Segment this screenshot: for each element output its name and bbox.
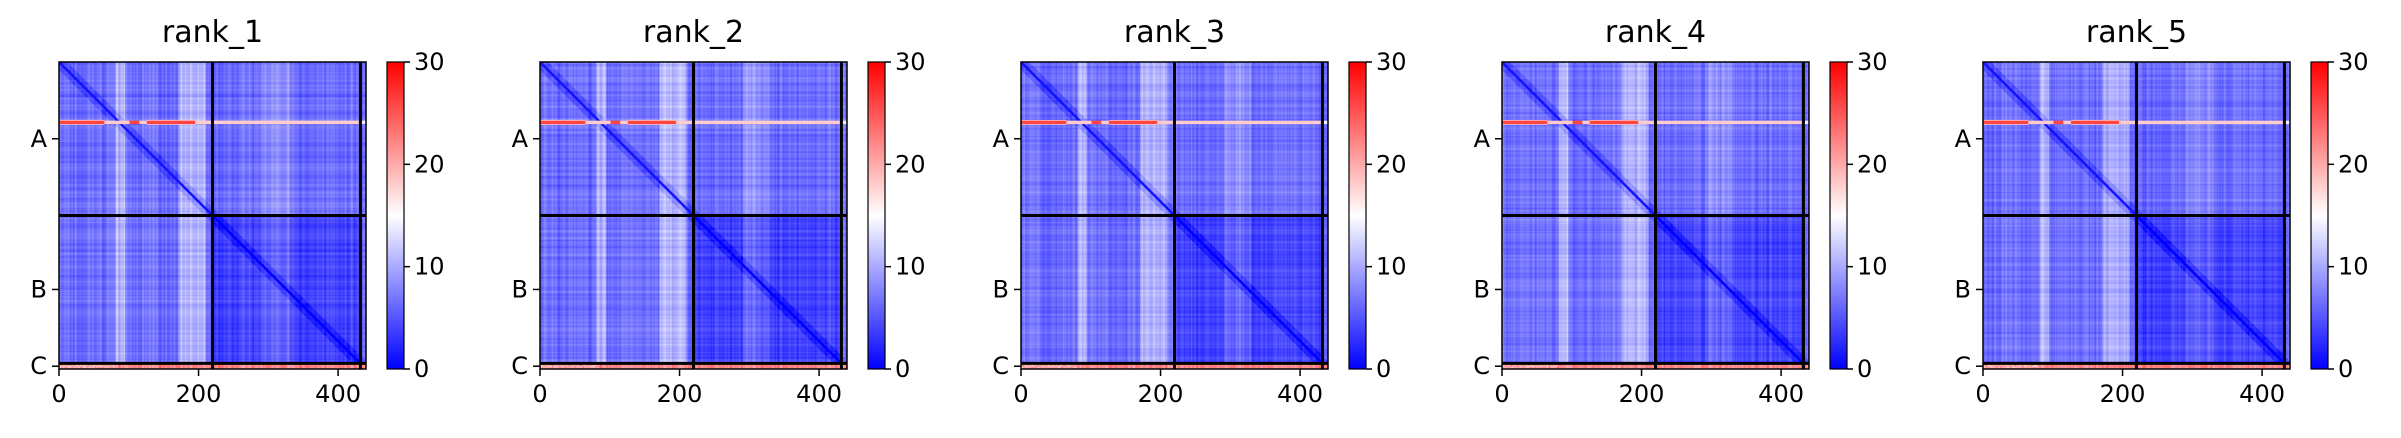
chain-label-b: B	[1474, 275, 1490, 303]
colorbar	[1829, 61, 1848, 370]
colorbar	[2310, 61, 2329, 370]
x-tick-label: 200	[176, 380, 222, 408]
plot-frame	[58, 61, 367, 370]
chain-label-a: A	[1955, 125, 1972, 153]
chain-label-c: C	[30, 352, 47, 380]
colorbar	[867, 61, 886, 370]
chain-label-c: C	[1954, 352, 1971, 380]
colorbar	[1348, 61, 1367, 370]
chain-label-b: B	[512, 275, 528, 303]
x-tick-label: 200	[1138, 380, 1184, 408]
colorbar-tick-label: 20	[414, 150, 445, 178]
colorbar-tick-label: 10	[895, 253, 926, 281]
colorbar-tick-label: 30	[414, 48, 445, 76]
plot-frame	[539, 61, 848, 370]
panel-title: rank_5	[2086, 15, 2187, 50]
x-tick-label: 400	[315, 380, 361, 408]
x-tick-label: 200	[2100, 380, 2146, 408]
colorbar-tick-label: 20	[2338, 150, 2369, 178]
x-tick-label: 0	[51, 380, 66, 408]
panel-title: rank_3	[1124, 15, 1225, 50]
colorbar-tick-label: 30	[1376, 48, 1407, 76]
chain-label-a: A	[31, 125, 48, 153]
colorbar-tick-label: 0	[1857, 355, 1872, 383]
chain-label-c: C	[511, 352, 528, 380]
colorbar-tick-label: 20	[1376, 150, 1407, 178]
chain-label-a: A	[512, 125, 529, 153]
plot-frame	[1020, 61, 1329, 370]
x-tick-label: 0	[1013, 380, 1028, 408]
plot-frame	[1501, 61, 1810, 370]
colorbar-tick-label: 10	[414, 253, 445, 281]
x-tick-label: 200	[1619, 380, 1665, 408]
chain-label-c: C	[1473, 352, 1490, 380]
x-tick-label: 400	[2239, 380, 2285, 408]
colorbar-tick-label: 0	[1376, 355, 1391, 383]
colorbar-tick-label: 10	[1376, 253, 1407, 281]
x-tick-label: 400	[796, 380, 842, 408]
colorbar-tick-label: 10	[2338, 253, 2369, 281]
chain-label-c: C	[992, 352, 1009, 380]
plot-frame	[1982, 61, 2291, 370]
x-tick-label: 0	[1494, 380, 1509, 408]
chain-label-b: B	[1955, 275, 1971, 303]
chain-label-a: A	[993, 125, 1010, 153]
chain-label-b: B	[993, 275, 1009, 303]
panel-title: rank_1	[162, 15, 263, 50]
chain-label-b: B	[31, 275, 47, 303]
colorbar-tick-label: 10	[1857, 253, 1888, 281]
colorbar-tick-label: 0	[2338, 355, 2353, 383]
colorbar-tick-label: 0	[895, 355, 910, 383]
colorbar-tick-label: 20	[1857, 150, 1888, 178]
x-tick-label: 0	[532, 380, 547, 408]
panel-title: rank_4	[1605, 15, 1706, 50]
x-tick-label: 200	[657, 380, 703, 408]
colorbar	[386, 61, 405, 370]
panel-title: rank_2	[643, 15, 744, 50]
colorbar-tick-label: 20	[895, 150, 926, 178]
colorbar-tick-label: 30	[895, 48, 926, 76]
x-tick-label: 0	[1975, 380, 1990, 408]
colorbar-tick-label: 30	[1857, 48, 1888, 76]
colorbar-tick-label: 0	[414, 355, 429, 383]
x-tick-label: 400	[1758, 380, 1804, 408]
x-tick-label: 400	[1277, 380, 1323, 408]
chain-label-a: A	[1474, 125, 1491, 153]
colorbar-tick-label: 30	[2338, 48, 2369, 76]
